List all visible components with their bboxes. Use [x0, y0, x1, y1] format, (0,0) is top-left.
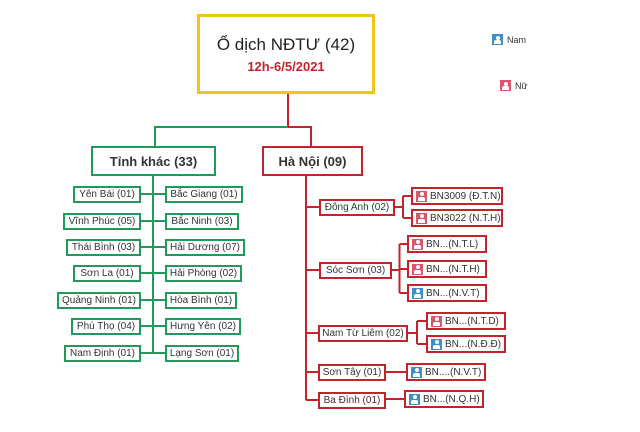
- node-label: BN...(N.Q.H): [423, 393, 480, 405]
- male-icon: [411, 366, 422, 378]
- root-node: Ổ dịch NĐTƯ (42) 12h-6/5/2021: [197, 14, 375, 94]
- patient-node: BN...(N.V.T): [407, 284, 487, 302]
- node-label: Lạng Sơn (01): [169, 348, 235, 359]
- district-node: Ba Đình (01): [318, 392, 386, 409]
- province-node: Bắc Giang (01): [165, 186, 243, 203]
- male-icon: [492, 34, 503, 45]
- patient-node: BN....(N.V.T): [406, 363, 486, 381]
- district-node: Nam Từ Liêm (02): [318, 325, 408, 342]
- province-node: Yên Bái (01): [73, 186, 141, 203]
- male-icon: [412, 287, 423, 299]
- node-label: BN...(N.T.L): [426, 238, 479, 250]
- patient-node: BN...(N.T.D): [426, 312, 506, 330]
- female-icon: [500, 80, 511, 91]
- node-label: Sóc Sơn (03): [325, 265, 386, 276]
- province-node: Thái Bình (03): [66, 239, 141, 256]
- legend-male-label: Nam: [507, 34, 527, 45]
- node-label: BN....(N.V.T): [425, 366, 482, 378]
- province-node: Phú Thọ (04): [71, 318, 141, 335]
- node-label: Nam Định (01): [69, 348, 136, 359]
- node-label: Hưng Yên (02): [170, 321, 236, 332]
- legend-male: Nam: [492, 34, 526, 45]
- female-icon: [416, 190, 427, 202]
- connector: [288, 126, 312, 146]
- node-label: BN...(N.Đ.Đ): [445, 338, 502, 350]
- node-label: Bắc Giang (01): [170, 189, 238, 200]
- female-icon: [412, 263, 423, 275]
- hanoi-node: Hà Nội (09): [262, 146, 363, 176]
- node-label: Ba Đình (01): [323, 395, 381, 406]
- patient-node: BN3009 (Đ.T.N): [411, 187, 503, 205]
- node-label: BN...(N.V.T): [426, 287, 480, 299]
- node-label: Quảng Ninh (01): [62, 295, 136, 306]
- district-node: Sóc Sơn (03): [319, 262, 392, 279]
- node-label: Hải Dương (07): [170, 242, 240, 253]
- female-icon: [416, 212, 427, 224]
- province-node: Vĩnh Phúc (05): [63, 213, 141, 230]
- province-node: Lạng Sơn (01): [165, 345, 239, 362]
- root-subtitle: 12h-6/5/2021: [247, 58, 325, 74]
- node-label: BN...(N.T.H): [426, 263, 480, 275]
- province-node: Hải Phòng (02): [165, 265, 242, 282]
- patient-node: BN3022 (N.T.H): [411, 209, 503, 227]
- node-label: Bắc Ninh (03): [171, 216, 233, 227]
- district-node: Sơn Tây (01): [318, 364, 386, 381]
- district-node: Đông Anh (02): [319, 199, 395, 216]
- node-label: BN3009 (Đ.T.N): [430, 190, 501, 202]
- legend-female: Nữ: [500, 80, 528, 91]
- node-label: Đông Anh (02): [324, 202, 390, 213]
- node-label: Sơn Tây (01): [322, 367, 382, 378]
- node-label: Nam Từ Liêm (02): [322, 328, 404, 339]
- female-icon: [412, 238, 423, 250]
- male-icon: [409, 393, 420, 405]
- node-label: Thái Bình (03): [71, 242, 136, 253]
- patient-node: BN...(N.T.L): [407, 235, 487, 253]
- node-label: Phú Thọ (04): [76, 321, 136, 332]
- other-provinces-node: Tỉnh khác (33): [91, 146, 216, 176]
- province-node: Hải Dương (07): [165, 239, 245, 256]
- node-label: Hòa Bình (01): [169, 295, 233, 306]
- node-label: Vĩnh Phúc (05): [68, 216, 136, 227]
- male-icon: [431, 338, 442, 350]
- node-label: Sơn La (01): [80, 268, 134, 279]
- patient-node: BN...(N.T.H): [407, 260, 487, 278]
- root-title: Ổ dịch NĐTƯ (42): [216, 34, 356, 54]
- province-node: Hưng Yên (02): [165, 318, 241, 335]
- province-node: Quảng Ninh (01): [57, 292, 141, 309]
- node-label: BN3022 (N.T.H): [430, 212, 501, 224]
- patient-node: BN...(N.Q.H): [404, 390, 484, 408]
- province-node: Sơn La (01): [73, 265, 141, 282]
- patient-node: BN...(N.Đ.Đ): [426, 335, 506, 353]
- node-label: BN...(N.T.D): [445, 315, 499, 327]
- legend-female-label: Nữ: [515, 80, 528, 91]
- province-node: Bắc Ninh (03): [165, 213, 239, 230]
- female-icon: [431, 315, 442, 327]
- node-label: Yên Bái (01): [79, 189, 135, 200]
- province-node: Hòa Bình (01): [165, 292, 237, 309]
- province-node: Nam Định (01): [64, 345, 141, 362]
- node-label: Hải Phòng (02): [169, 268, 238, 279]
- connector: [154, 126, 288, 146]
